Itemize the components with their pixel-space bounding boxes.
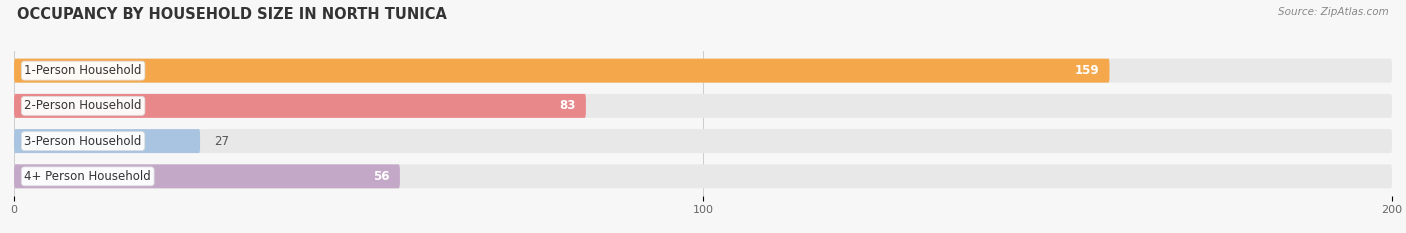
Text: 27: 27 [214,135,229,148]
Text: 1-Person Household: 1-Person Household [24,64,142,77]
FancyBboxPatch shape [14,164,399,188]
FancyBboxPatch shape [14,94,1392,118]
Text: 2-Person Household: 2-Person Household [24,99,142,112]
Text: Source: ZipAtlas.com: Source: ZipAtlas.com [1278,7,1389,17]
FancyBboxPatch shape [14,59,1109,83]
FancyBboxPatch shape [14,129,200,153]
FancyBboxPatch shape [14,164,1392,188]
FancyBboxPatch shape [14,94,586,118]
FancyBboxPatch shape [14,59,1392,83]
Text: 3-Person Household: 3-Person Household [24,135,142,148]
Text: OCCUPANCY BY HOUSEHOLD SIZE IN NORTH TUNICA: OCCUPANCY BY HOUSEHOLD SIZE IN NORTH TUN… [17,7,447,22]
Text: 4+ Person Household: 4+ Person Household [24,170,150,183]
FancyBboxPatch shape [14,129,1392,153]
Text: 56: 56 [373,170,389,183]
Text: 83: 83 [560,99,575,112]
Text: 159: 159 [1074,64,1099,77]
